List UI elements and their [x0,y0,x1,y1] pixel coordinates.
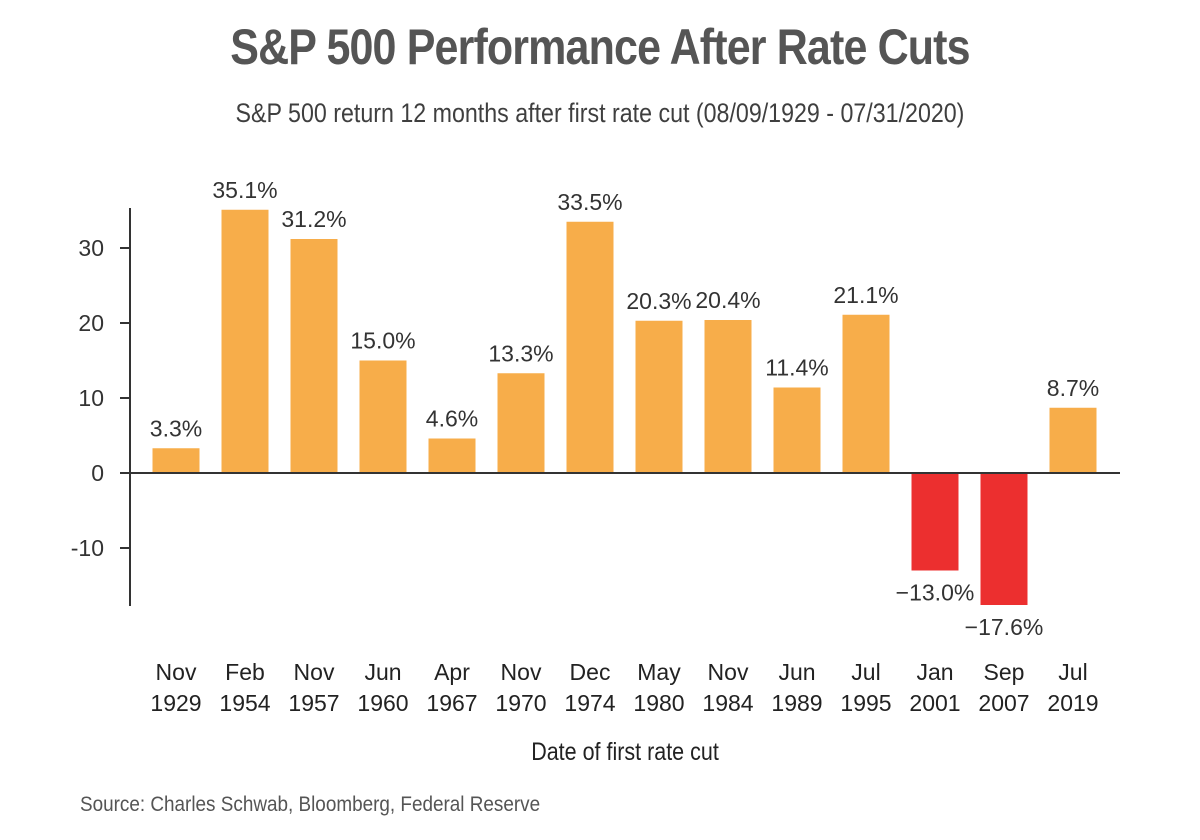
data-label: 33.5% [557,189,622,215]
bar-jul-1995 [842,314,890,473]
bar-jan-2001 [911,473,959,571]
x-tick-label-month: Feb [225,659,265,685]
x-tick-label-month: Nov [156,659,197,685]
data-label: 21.1% [833,282,898,308]
x-tick-label-month: Apr [434,659,470,685]
x-tick-label-year: 2019 [1047,690,1098,716]
x-tick-label-year: 1970 [495,690,546,716]
x-tick-label-year: 1960 [357,690,408,716]
data-label: 11.4% [765,355,829,381]
chart-subtitle: S&P 500 return 12 months after first rat… [235,98,965,128]
x-tick-label-year: 1974 [564,690,615,716]
data-label: 15.0% [350,328,415,354]
data-label: 3.3% [150,415,202,441]
x-tick-label-month: Jun [778,659,815,685]
bar-may-1980 [635,320,683,473]
bar-jun-1989 [773,387,821,473]
x-axis-title: Date of first rate cut [531,738,719,766]
data-label: −13.0% [896,580,975,606]
data-label: 20.4% [695,287,760,313]
data-label: 4.6% [426,406,478,432]
bar-feb-1954 [221,209,269,473]
y-tick-label: 20 [78,310,104,336]
source-note: Source: Charles Schwab, Bloomberg, Feder… [80,793,541,816]
x-tick-label-month: Sep [984,659,1025,685]
y-tick-label: 10 [78,385,104,411]
x-tick-label-month: Dec [570,659,611,685]
data-label: 31.2% [281,206,346,232]
x-tick-label-month: Jul [1058,659,1087,685]
x-tick-label-month: Jan [916,659,953,685]
x-tick-label-year: 1989 [771,690,822,716]
y-tick-label: 30 [78,235,104,261]
bar-nov-1970 [497,373,545,473]
x-tick-label-year: 1954 [219,690,270,716]
data-label: −17.6% [965,614,1044,640]
x-tick-label-year: 1995 [840,690,891,716]
bar-nov-1984 [704,320,752,473]
x-tick-label-year: 2001 [909,690,960,716]
data-label: 13.3% [488,340,553,366]
x-tick-label-year: 1967 [426,690,477,716]
bar-jun-1960 [359,360,407,473]
x-tick-label-year: 1984 [702,690,753,716]
bar-jul-2019 [1049,407,1097,473]
x-tick-label-year: 1929 [150,690,201,716]
x-tick-label-year: 1957 [288,690,339,716]
bar-nov-1929 [152,448,200,473]
data-label: 20.3% [626,288,691,314]
x-tick-label-month: May [637,659,681,685]
bar-sep-2007 [980,473,1028,605]
bar-apr-1967 [428,438,476,473]
x-tick-label-month: Jun [364,659,401,685]
x-tick-label-year: 1980 [633,690,684,716]
bar-dec-1974 [566,221,614,473]
x-tick-label-month: Nov [294,659,335,685]
data-label: 35.1% [212,177,277,203]
bar-nov-1957 [290,239,338,473]
x-tick-label-month: Jul [851,659,880,685]
x-tick-label-month: Nov [501,659,542,685]
x-tick-label-month: Nov [708,659,749,685]
y-tick-label: 0 [91,460,104,486]
x-tick-label-year: 2007 [978,690,1029,716]
chart-title: S&P 500 Performance After Rate Cuts [230,19,970,75]
y-tick-label: -10 [71,535,104,561]
data-label: 8.7% [1047,375,1099,401]
